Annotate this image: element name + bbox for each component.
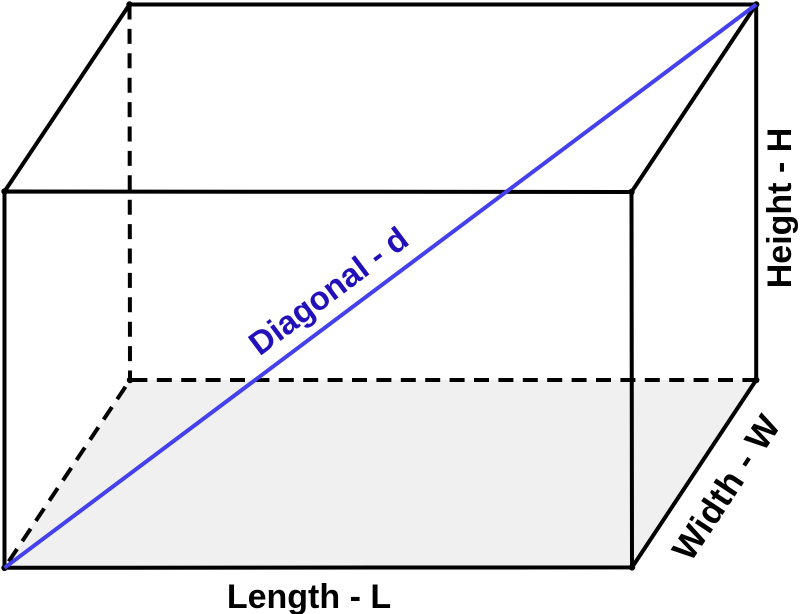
svg-text:Height - H: Height - H — [761, 128, 799, 289]
svg-text:Diagonal - d: Diagonal - d — [242, 219, 415, 362]
svg-text:Length - L: Length - L — [227, 578, 391, 614]
